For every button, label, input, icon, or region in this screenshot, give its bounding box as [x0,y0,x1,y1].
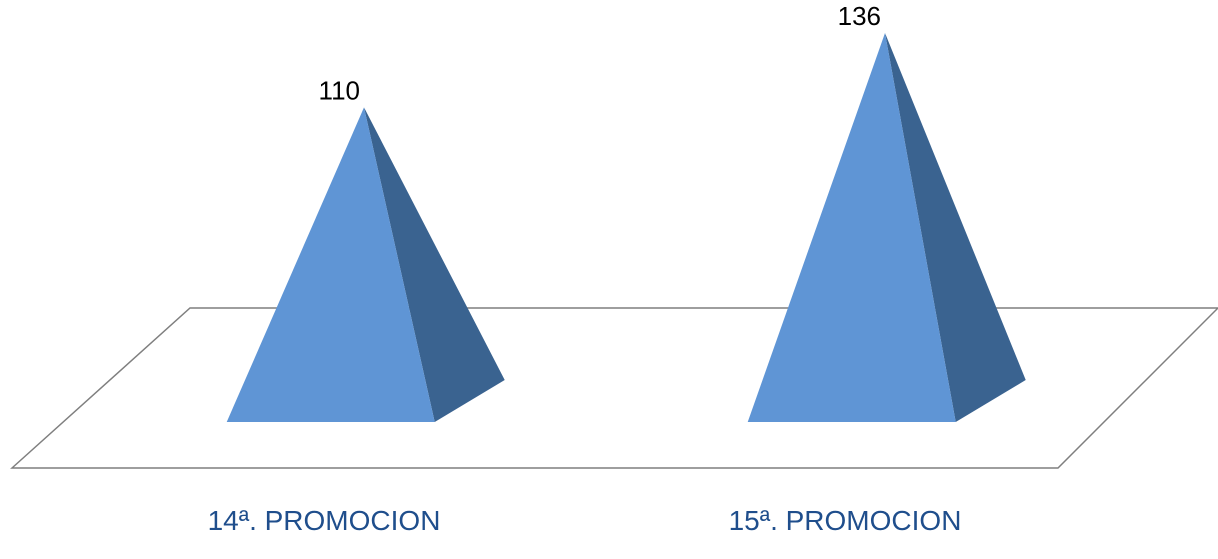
data-label: 110 [319,75,360,105]
pyramid-side-face [885,33,1026,422]
pyramid-front-face [226,107,435,423]
category-label: 14ª. PROMOCION [208,505,441,536]
chart-floor-plane [10,307,1218,469]
pyramid-marks: 110 14ª. PROMOCION 136 15ª. PROMOCION [208,1,1026,536]
category-label: 15ª. PROMOCION [729,505,962,536]
pyramid-front-face [747,33,956,422]
pyramid-side-face [364,107,505,423]
data-label: 136 [838,1,881,31]
